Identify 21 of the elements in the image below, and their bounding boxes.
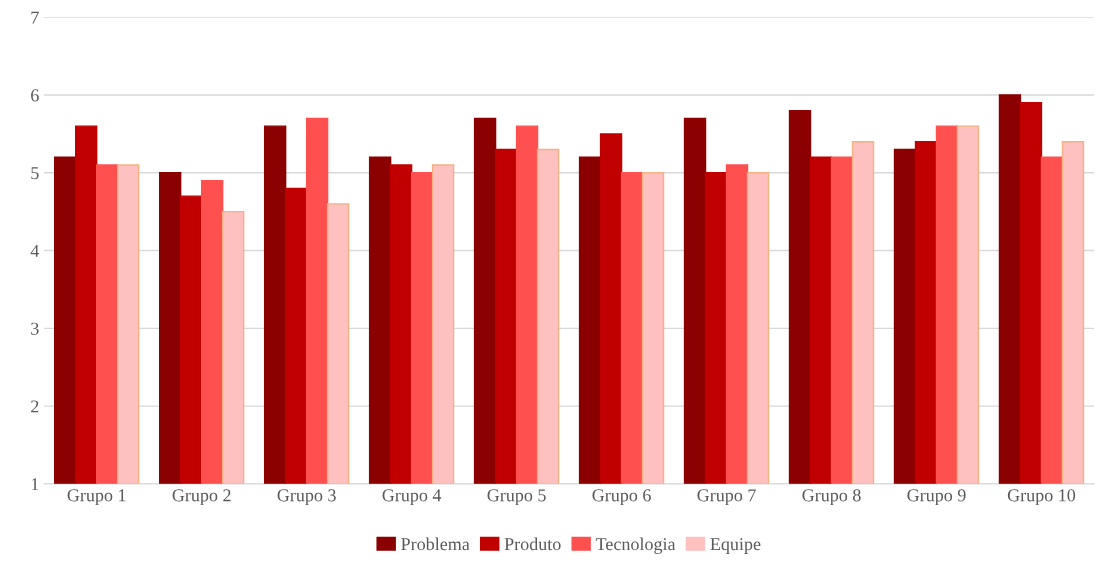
x-tick-label: Grupo 2 bbox=[172, 489, 231, 506]
y-tick-label: 6 bbox=[31, 89, 39, 102]
x-tick-label: Grupo 5 bbox=[487, 489, 546, 506]
x-tick-label: Grupo 10 bbox=[1007, 489, 1076, 506]
y-tick-label: 2 bbox=[31, 400, 39, 413]
y-tick-label: 7 bbox=[31, 11, 39, 24]
y-tick-label: 5 bbox=[31, 167, 39, 180]
x-tick-label: Grupo 8 bbox=[802, 489, 861, 506]
x-tick-label: Grupo 1 bbox=[67, 489, 126, 506]
y-tick-label: 4 bbox=[30, 244, 40, 257]
y-tick-label: 1 bbox=[31, 478, 39, 491]
x-tick-label: Grupo 3 bbox=[277, 489, 336, 506]
x-tick-label: Grupo 7 bbox=[697, 489, 756, 506]
x-tick-label: Grupo 9 bbox=[907, 489, 966, 506]
legend-label: Tecnologia bbox=[595, 537, 676, 554]
x-tick-label: Grupo 4 bbox=[382, 489, 442, 506]
y-tick-label: 3 bbox=[31, 322, 39, 335]
legend-label: Produto bbox=[504, 537, 561, 551]
x-tick-label: Grupo 6 bbox=[592, 489, 651, 506]
legend-label: Problema bbox=[401, 537, 470, 551]
legend-label: Equipe bbox=[710, 538, 761, 554]
